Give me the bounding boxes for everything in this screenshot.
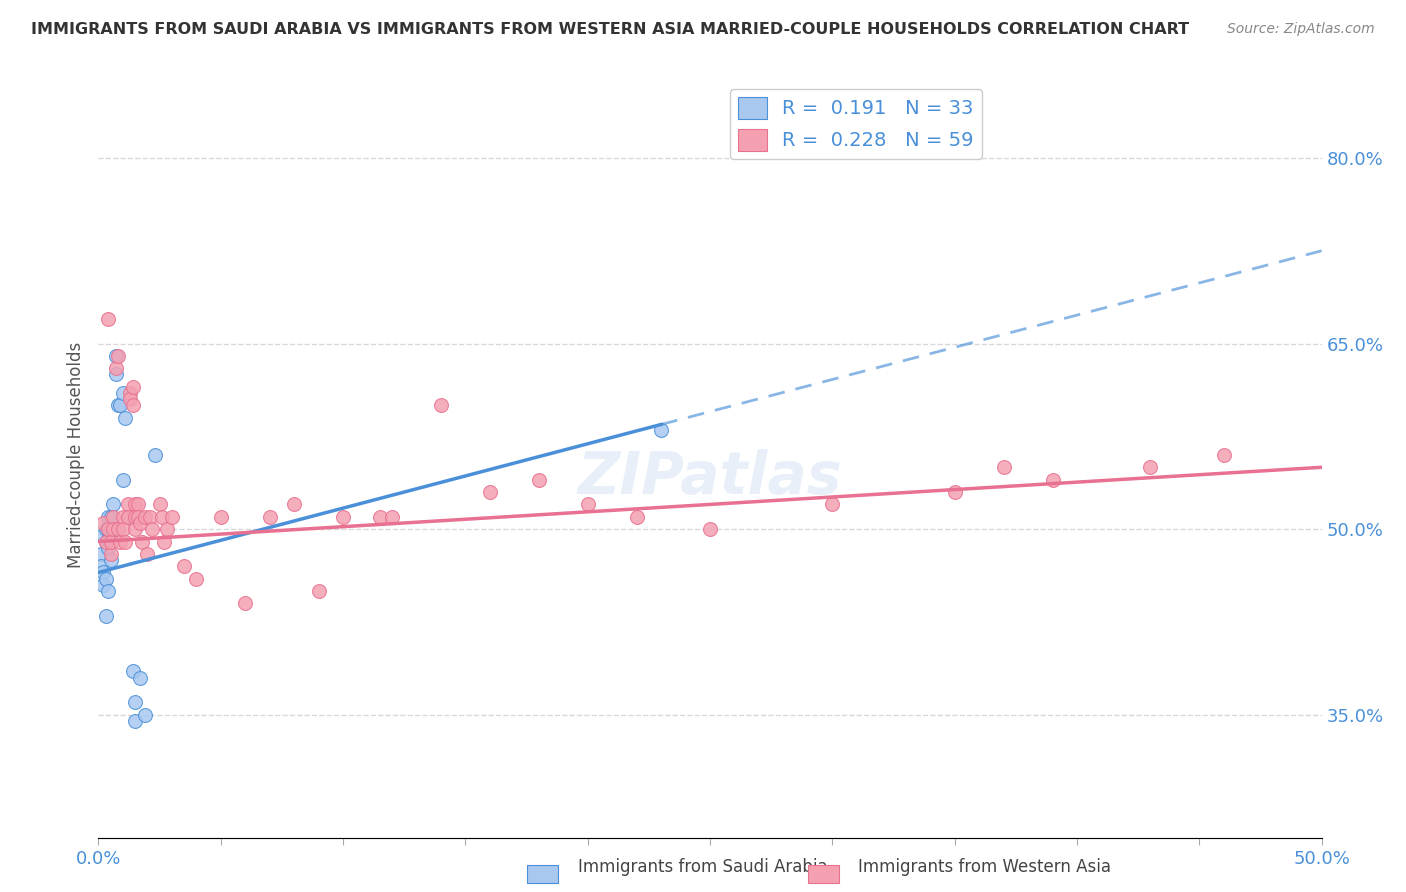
- Point: [1212, 448, 1234, 462]
- Point: [332, 509, 354, 524]
- Point: [1042, 473, 1064, 487]
- Point: [107, 399, 129, 413]
- Legend: R =  0.191   N = 33, R =  0.228   N = 59: R = 0.191 N = 33, R = 0.228 N = 59: [730, 88, 981, 159]
- Point: [173, 559, 195, 574]
- Point: [101, 497, 124, 511]
- Point: [117, 509, 139, 524]
- Point: [100, 547, 122, 561]
- Point: [478, 485, 501, 500]
- Y-axis label: Married-couple Households: Married-couple Households: [66, 342, 84, 568]
- Point: [120, 392, 142, 407]
- Point: [97, 584, 120, 599]
- Point: [127, 509, 149, 524]
- Point: [97, 509, 120, 524]
- Point: [94, 572, 117, 586]
- Point: [114, 534, 136, 549]
- Point: [111, 473, 134, 487]
- Point: [134, 509, 156, 524]
- Point: [124, 497, 146, 511]
- Point: [156, 522, 179, 536]
- Point: [101, 509, 124, 524]
- Point: [117, 509, 139, 524]
- Point: [94, 608, 117, 623]
- Point: [993, 460, 1015, 475]
- Point: [124, 522, 146, 536]
- Point: [100, 509, 122, 524]
- Point: [120, 386, 142, 401]
- Point: [149, 497, 172, 511]
- Point: [90, 559, 112, 574]
- Point: [430, 399, 453, 413]
- Point: [94, 534, 117, 549]
- Point: [821, 497, 844, 511]
- Point: [114, 410, 136, 425]
- Text: IMMIGRANTS FROM SAUDI ARABIA VS IMMIGRANTS FROM WESTERN ASIA MARRIED-COUPLE HOUS: IMMIGRANTS FROM SAUDI ARABIA VS IMMIGRAN…: [31, 22, 1189, 37]
- Point: [107, 349, 129, 363]
- Point: [381, 509, 404, 524]
- Point: [117, 497, 139, 511]
- Point: [209, 509, 232, 524]
- Point: [100, 534, 122, 549]
- Point: [121, 399, 143, 413]
- Point: [111, 509, 134, 524]
- Point: [121, 380, 143, 394]
- Point: [97, 522, 120, 536]
- Text: Source: ZipAtlas.com: Source: ZipAtlas.com: [1227, 22, 1375, 37]
- Point: [129, 671, 152, 685]
- Point: [110, 534, 132, 549]
- Point: [527, 473, 550, 487]
- Point: [626, 509, 648, 524]
- Point: [101, 522, 124, 536]
- Point: [131, 534, 153, 549]
- Point: [150, 509, 173, 524]
- Point: [259, 509, 281, 524]
- Point: [160, 509, 183, 524]
- Point: [104, 349, 127, 363]
- Point: [650, 423, 672, 437]
- Point: [94, 534, 117, 549]
- Point: [308, 584, 330, 599]
- Point: [124, 714, 146, 728]
- Point: [100, 553, 122, 567]
- Point: [104, 361, 127, 376]
- Point: [121, 665, 143, 679]
- Point: [141, 522, 163, 536]
- Point: [153, 534, 176, 549]
- Point: [91, 528, 114, 542]
- Point: [576, 497, 599, 511]
- Point: [110, 399, 132, 413]
- Point: [124, 509, 146, 524]
- Point: [124, 695, 146, 709]
- Point: [111, 522, 134, 536]
- Point: [104, 368, 127, 382]
- Point: [97, 522, 120, 536]
- Point: [111, 386, 134, 401]
- Point: [91, 516, 114, 530]
- Point: [127, 497, 149, 511]
- Point: [101, 522, 124, 536]
- Point: [91, 578, 114, 592]
- Text: ZIPatlas: ZIPatlas: [578, 450, 842, 507]
- Text: Immigrants from Saudi Arabia: Immigrants from Saudi Arabia: [578, 858, 828, 876]
- Point: [100, 528, 122, 542]
- Point: [368, 509, 391, 524]
- Point: [90, 547, 112, 561]
- Point: [136, 547, 159, 561]
- Text: Immigrants from Western Asia: Immigrants from Western Asia: [858, 858, 1111, 876]
- Point: [283, 497, 305, 511]
- Point: [129, 516, 152, 530]
- Point: [139, 509, 162, 524]
- Point: [143, 448, 166, 462]
- Point: [186, 572, 208, 586]
- Point: [943, 485, 966, 500]
- Point: [91, 566, 114, 580]
- Point: [134, 707, 156, 722]
- Point: [699, 522, 721, 536]
- Point: [97, 541, 120, 555]
- Point: [233, 596, 256, 610]
- Point: [1139, 460, 1161, 475]
- Point: [97, 311, 120, 326]
- Point: [94, 522, 117, 536]
- Point: [107, 522, 129, 536]
